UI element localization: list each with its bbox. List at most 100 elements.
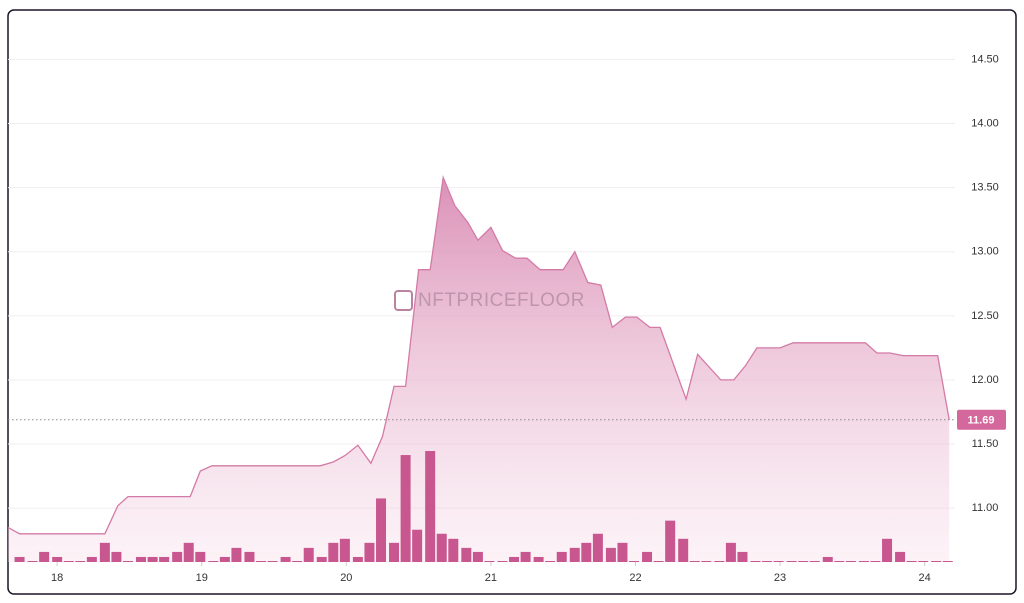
volume-bar [533, 556, 544, 562]
volume-bar [280, 556, 291, 562]
volume-bar [52, 556, 63, 562]
volume-bar [509, 556, 520, 562]
volume-bar [484, 561, 495, 562]
last-price-label: 11.69 [968, 415, 995, 427]
volume-bar [737, 551, 748, 562]
volume-bar [569, 547, 580, 562]
volume-bar [918, 561, 929, 562]
x-tick-label: 21 [485, 572, 497, 584]
volume-bar [27, 561, 38, 562]
watermark: NFTPRICEFLOOR [394, 290, 585, 311]
volume-bar [581, 542, 592, 562]
volume-bar [773, 561, 784, 562]
x-tick-label: 23 [774, 572, 786, 584]
volume-bar [798, 561, 809, 562]
volume-bar [653, 561, 664, 562]
volume-bar [292, 561, 303, 562]
volume-bar [556, 551, 567, 562]
y-tick-label: 14.50 [971, 53, 999, 65]
volume-bar [642, 551, 653, 562]
volume-bar [858, 561, 869, 562]
watermark-logo [394, 290, 413, 311]
volume-bar [63, 561, 74, 562]
volume-bar [906, 561, 917, 562]
volume-bar [845, 561, 856, 562]
volume-bar [219, 556, 230, 562]
volume-bar [123, 561, 134, 562]
volume-bar [231, 547, 242, 562]
volume-bar [942, 561, 953, 562]
x-tick-label: 19 [196, 572, 208, 584]
volume-bar [267, 561, 278, 562]
x-tick-label: 24 [919, 572, 931, 584]
volume-bar [86, 556, 97, 562]
volume-bar [592, 533, 603, 562]
volume-bar [665, 520, 676, 562]
volume-bar [195, 551, 206, 562]
volume-bar [822, 556, 833, 562]
y-tick-label: 12.00 [971, 374, 999, 386]
watermark-text: NFTPRICEFLOOR [418, 290, 585, 311]
volume-bar [750, 561, 761, 562]
volume-bar [400, 455, 411, 562]
axes: 11.00 11.50 12.00 12.50 13.00 13.50 14.00 14.50… [8, 53, 1006, 584]
volume-bar [520, 551, 531, 562]
volume-bar [605, 547, 616, 562]
volume-bar [303, 547, 314, 562]
volume-bar [834, 561, 845, 562]
y-tick-label: 13.00 [971, 246, 999, 258]
plot [7, 174, 953, 562]
price-line [7, 174, 950, 535]
volume-bar [701, 561, 712, 562]
volume-bar [689, 561, 700, 562]
volume-bar [714, 561, 725, 562]
volume-bar [436, 533, 447, 562]
volume-bar [352, 556, 363, 562]
volume-bar [172, 551, 183, 562]
x-tick-label: 22 [629, 572, 641, 584]
x-tick-label: 18 [51, 572, 63, 584]
y-tick-label: 14.00 [971, 117, 999, 129]
volume-bar [339, 538, 350, 562]
volume-bar [183, 542, 194, 562]
volume-bar [931, 561, 942, 562]
volume-bar [870, 561, 881, 562]
volume-bar [256, 561, 267, 562]
volume-bar [111, 551, 122, 562]
volume-bar [99, 542, 110, 562]
volume-bar [809, 561, 820, 562]
y-tick-label: 13.50 [971, 182, 999, 194]
volume-bar [159, 556, 170, 562]
y-tick-label: 11.00 [972, 502, 999, 514]
volume-bar [75, 561, 86, 562]
volume-bar [147, 556, 158, 562]
volume-bar [678, 538, 689, 562]
volume-bar [412, 529, 423, 562]
last-price-box [957, 409, 1006, 430]
volume-bar [364, 542, 375, 562]
volume-bar [208, 561, 219, 562]
volume-bar [545, 561, 556, 562]
volume-bar [376, 498, 387, 562]
volume-bar [39, 551, 50, 562]
volume-bar [762, 561, 773, 562]
y-tick-label: 11.50 [972, 438, 999, 450]
volume-bar [136, 556, 147, 562]
volume-bar [472, 551, 483, 562]
volume-bar [617, 542, 628, 562]
volume-bar [895, 551, 906, 562]
volume-bar [425, 451, 436, 562]
volume-bar [629, 561, 640, 562]
volume-bar [882, 538, 893, 562]
x-tick-label: 20 [340, 572, 352, 584]
volume-bar [725, 542, 736, 562]
volume-bar [316, 556, 327, 562]
volume-bar [328, 542, 339, 562]
volume-bar [448, 538, 459, 562]
y-tick-label: 12.50 [971, 310, 999, 322]
volume-bar [461, 547, 472, 562]
volume-bar [786, 561, 797, 562]
volume-bar [389, 542, 400, 562]
